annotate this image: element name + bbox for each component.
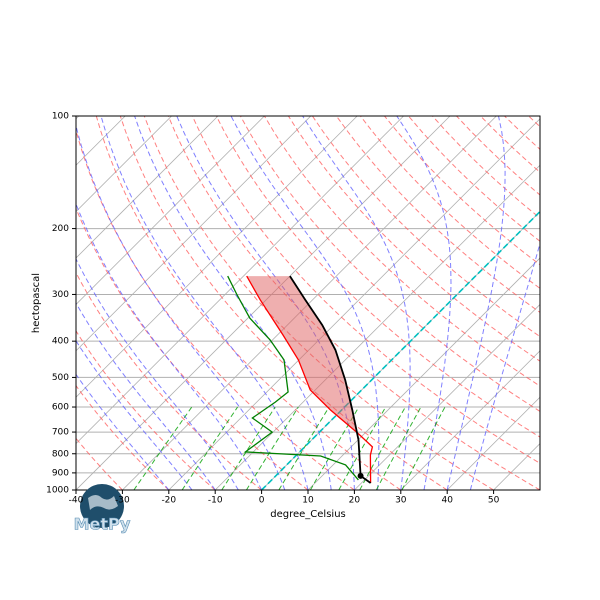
y-tick-label: 200: [52, 224, 69, 234]
dry-adiabat: [528, 116, 540, 128]
moist-adiabat: [446, 116, 506, 490]
isotherm: [539, 489, 540, 490]
dry-adiabat: [384, 116, 540, 266]
cape-shading: [246, 276, 359, 440]
profile-line: [289, 275, 372, 484]
x-tick-label: 40: [441, 496, 453, 506]
dry-adiabat: [76, 271, 262, 490]
dry-adiabat: [263, 116, 540, 387]
dry-adiabat: [553, 116, 600, 490]
isotherm: [76, 116, 404, 445]
x-tick-label: 50: [488, 496, 500, 506]
y-tick-label: 900: [52, 468, 69, 478]
dry-adiabat: [143, 116, 494, 490]
x-tick-label: 30: [395, 496, 407, 506]
isotherm: [76, 116, 312, 352]
x-tick-label: 10: [302, 496, 314, 506]
x-tick-label: -40: [69, 496, 84, 506]
logo-land: [88, 495, 118, 510]
isotherm: [122, 116, 497, 490]
dry-adiabat: [360, 116, 540, 290]
profile-line: [246, 275, 374, 484]
x-tick-label: -30: [115, 496, 130, 506]
dry-adiabat: [76, 207, 309, 490]
dry-adiabat: [76, 384, 170, 490]
isotherm: [400, 350, 540, 490]
mixing-ratio-line: [133, 406, 193, 490]
x-axis-label: degree_Celsius: [270, 509, 346, 520]
y-tick-label: 500: [52, 373, 69, 383]
moist-adiabat: [76, 202, 263, 490]
logo-text: MetPy: [74, 515, 131, 534]
profiles: [227, 275, 374, 484]
zero-isotherm: [261, 210, 540, 490]
background-lines: [0, 116, 600, 490]
y-tick-label: 100: [52, 112, 69, 122]
dry-adiabat: [239, 116, 540, 413]
dry-adiabat: [504, 116, 540, 150]
isotherm: [168, 118, 540, 490]
dry-adiabat: [311, 116, 540, 338]
moist-adiabat: [396, 116, 452, 490]
dry-adiabat: [335, 116, 540, 313]
moist-adiabat: [76, 302, 216, 490]
mixing-ratio-line: [401, 406, 446, 490]
moist-adiabat: [100, 116, 309, 490]
moist-adiabat: [76, 123, 286, 490]
y-tick-label: 700: [52, 428, 69, 438]
isotherm: [76, 116, 358, 398]
dry-adiabat: [167, 116, 540, 490]
moist-adiabat: [76, 373, 170, 490]
dry-adiabat: [287, 116, 540, 362]
x-tick-label: -10: [208, 496, 223, 506]
isotherm: [76, 116, 219, 259]
y-tick-label: 800: [52, 449, 69, 459]
moist-adiabat: [76, 257, 239, 490]
isotherm: [76, 116, 172, 213]
dry-adiabat: [76, 128, 355, 490]
moist-adiabat: [76, 339, 193, 490]
y-tick-label: 600: [52, 403, 69, 413]
mixing-ratio-line: [375, 406, 422, 490]
y-axis-label: hectopascal: [31, 273, 42, 333]
dry-adiabat: [456, 116, 540, 196]
lcl-marker: [357, 472, 364, 479]
isotherm: [0, 116, 32, 490]
isotherm: [354, 303, 540, 490]
moist-adiabat: [302, 116, 411, 490]
logo: MetPy: [73, 484, 131, 534]
dry-adiabat: [577, 116, 600, 490]
isotherm: [214, 164, 540, 490]
y-tick-label: 300: [52, 290, 69, 300]
moist-adiabat: [134, 116, 332, 490]
mixing-ratio-line: [221, 406, 276, 490]
profile-line: [227, 275, 359, 481]
dry-adiabat: [432, 116, 540, 219]
x-tick-label: -20: [161, 496, 176, 506]
y-tick-label: 400: [52, 337, 69, 347]
mixing-ratio-line: [278, 406, 330, 490]
moist-adiabat: [469, 241, 540, 490]
isotherm: [307, 257, 540, 490]
isotherm: [493, 443, 540, 490]
x-tick-label: 0: [259, 496, 265, 506]
moist-adiabat: [230, 116, 380, 490]
dry-adiabat: [76, 437, 123, 490]
dry-adiabat: [408, 116, 540, 242]
y-tick-label: 1000: [46, 486, 69, 496]
isotherm: [446, 396, 540, 490]
x-tick-label: 20: [349, 496, 361, 506]
dry-adiabat: [215, 116, 540, 438]
isotherm: [76, 116, 265, 305]
mixing-ratio-line: [181, 406, 239, 490]
